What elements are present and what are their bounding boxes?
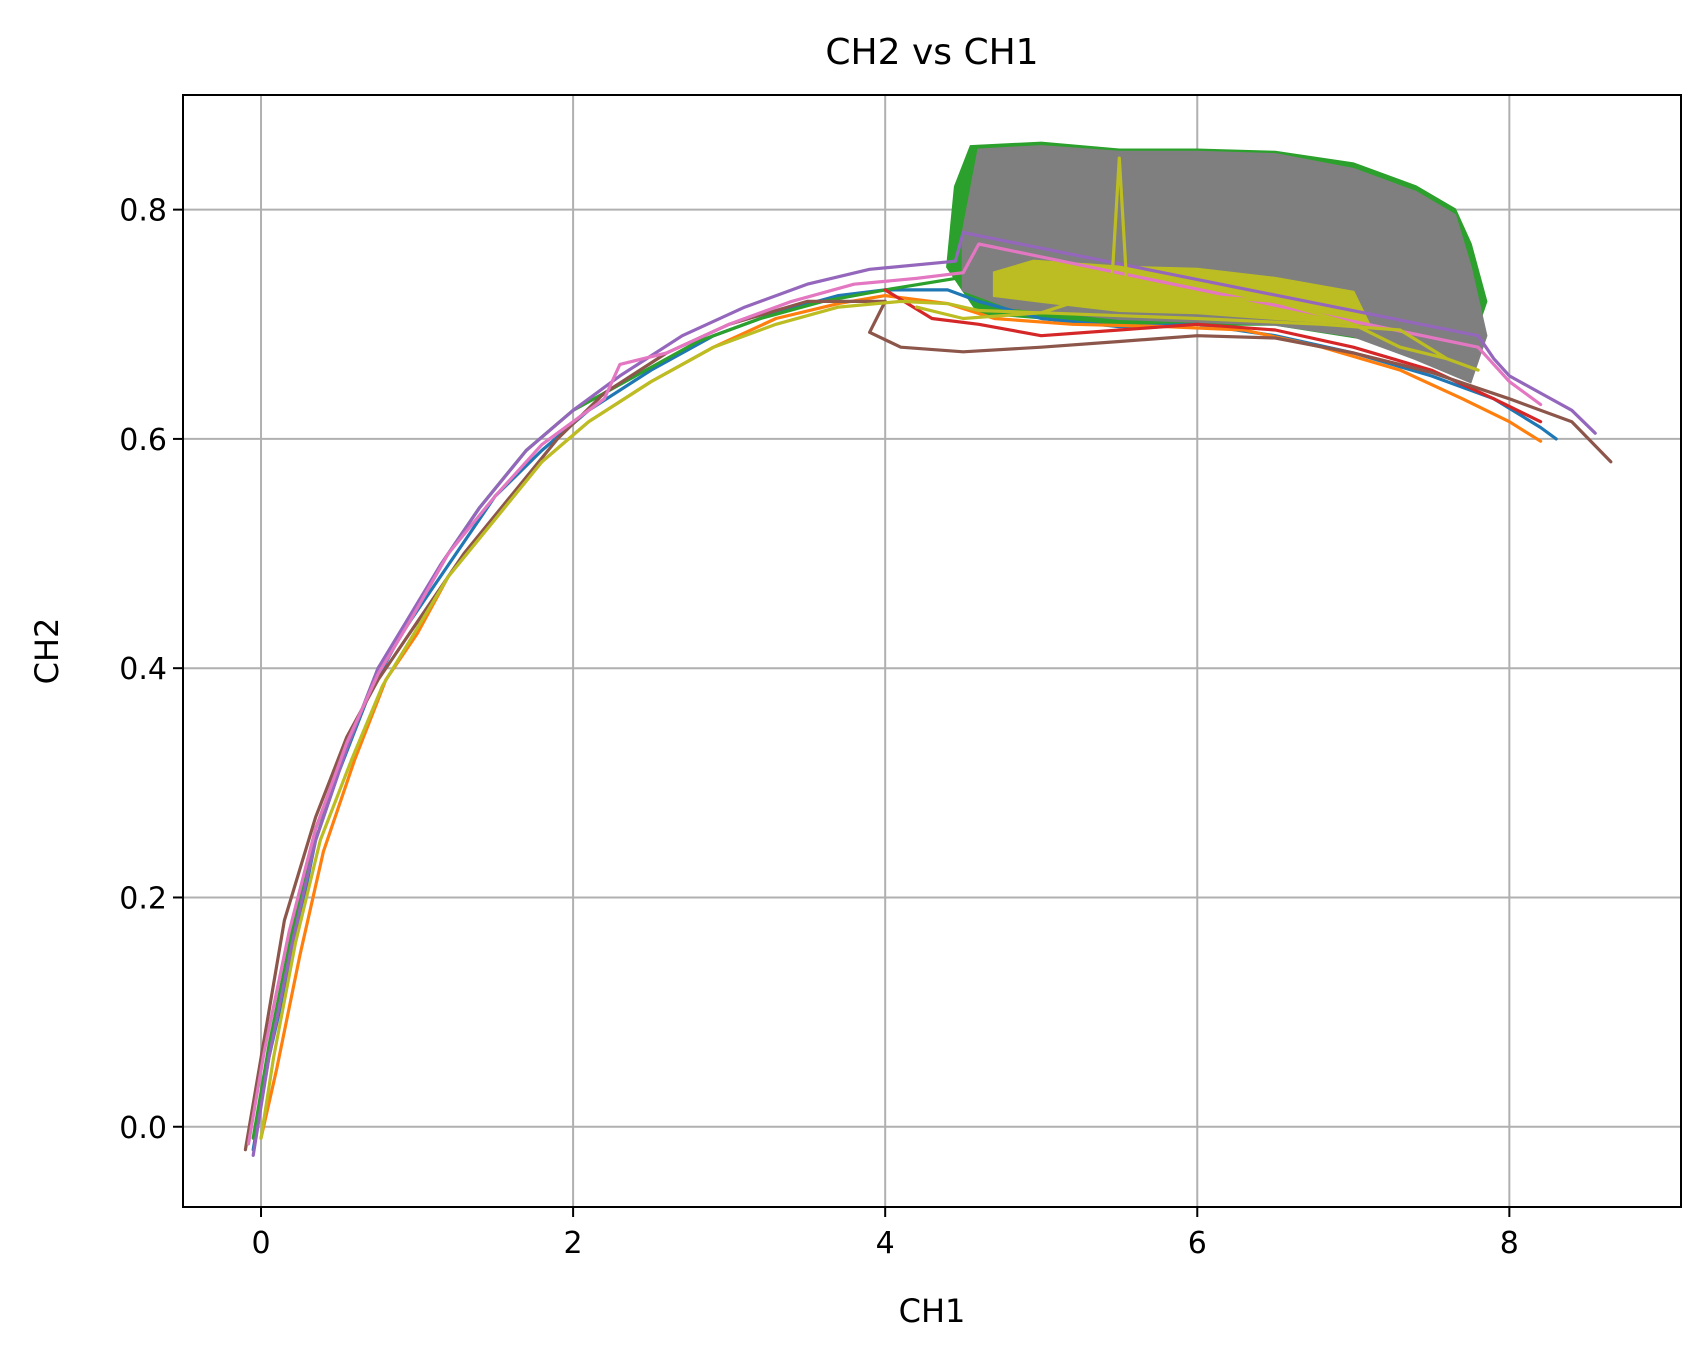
x-tick-label: 2 — [564, 1226, 583, 1261]
x-axis-label: CH1 — [899, 1292, 966, 1330]
x-tick-label: 0 — [251, 1226, 270, 1261]
y-tick-label: 0.2 — [119, 881, 167, 916]
x-tick-label: 4 — [876, 1226, 895, 1261]
y-tick-label: 0.0 — [119, 1111, 167, 1146]
x-tick-label: 6 — [1188, 1226, 1207, 1261]
chart-title: CH2 vs CH1 — [825, 32, 1038, 73]
y-axis-label: CH2 — [28, 618, 66, 685]
x-tick-label: 8 — [1500, 1226, 1519, 1261]
y-tick-label: 0.8 — [119, 194, 167, 229]
axes-frame — [182, 94, 1682, 1208]
series-line-7 — [246, 242, 1543, 1146]
plot-area — [243, 141, 1613, 1158]
y-tick-label: 0.4 — [119, 652, 167, 687]
axis-ticks: 0 2 4 6 8 0.0 0.2 0.4 0.6 0.8 — [119, 194, 1519, 1261]
series-line-8 — [259, 156, 1480, 1140]
y-tick-label: 0.6 — [119, 423, 167, 458]
series-layer — [243, 156, 1613, 1158]
